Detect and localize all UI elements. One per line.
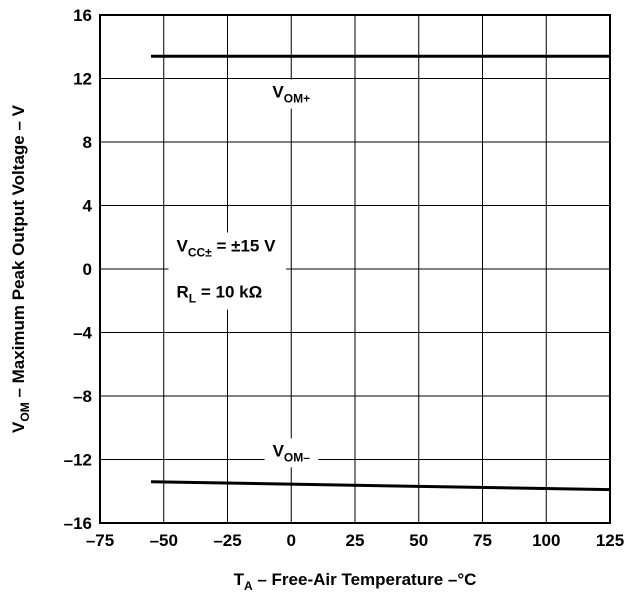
vcc-annotation: VCC± = ±15 V	[177, 237, 277, 260]
x-axis-label: TA – Free-Air Temperature –°C	[234, 570, 477, 593]
x-tick-label: 0	[287, 531, 296, 550]
series-label-vom-plus-main: V	[272, 83, 284, 102]
x-tick-label: –50	[150, 531, 178, 550]
x-tick-label: 100	[532, 531, 560, 550]
series-label-vom-minus-sub: OM–	[284, 450, 310, 464]
y-axis-label-sub: OM	[18, 402, 32, 421]
series-lines	[150, 54, 611, 492]
y-tick-label: –12	[64, 451, 92, 470]
rl-rest: = 10 kΩ	[196, 283, 262, 302]
y-axis-label-main: V	[9, 421, 28, 433]
y-tick-label: 12	[73, 70, 92, 89]
x-tick-label: 25	[346, 531, 365, 550]
x-axis-label-sub: A	[244, 579, 253, 593]
y-tick-label: 8	[83, 133, 92, 152]
vcc-sub: CC±	[188, 246, 212, 260]
vcc-main: V	[177, 237, 189, 256]
y-tick-label: –8	[73, 387, 92, 406]
y-tick-label: –16	[64, 514, 92, 533]
y-tick-label: 16	[73, 6, 92, 25]
y-axis-label: VOM – Maximum Peak Output Voltage – V	[9, 104, 32, 433]
x-tick-label: 125	[596, 531, 624, 550]
y-axis-label-rest: – Maximum Peak Output Voltage – V	[9, 104, 28, 402]
x-axis-label-main: T	[234, 570, 245, 589]
y-tick-label: 0	[83, 260, 92, 279]
x-tick-label: 50	[409, 531, 428, 550]
series-label-vom-plus: VOM+	[264, 79, 319, 109]
vcc-rest: = ±15 V	[212, 237, 276, 256]
x-tick-label: –75	[86, 531, 114, 550]
series-label-vom-minus-main: V	[273, 441, 285, 460]
rl-sub: L	[189, 292, 196, 306]
x-tick-labels: –75 –50 –25 0 25 50 75 100 125	[86, 531, 624, 550]
plot-frame	[99, 14, 611, 524]
svg-text:VOM–: VOM–	[273, 441, 311, 464]
y-tick-label: 4	[83, 197, 93, 216]
series-label-vom-plus-sub: OM+	[284, 92, 310, 106]
x-tick-label: –25	[213, 531, 241, 550]
y-tick-label: –4	[73, 324, 92, 343]
y-tick-labels: –16 –12 –8 –4 0 4 8 12 16	[64, 6, 93, 533]
rl-main: R	[177, 283, 189, 302]
series-label-vom-minus: VOM–	[264, 438, 319, 468]
x-tick-label: 75	[473, 531, 492, 550]
series-line-vom-minus	[150, 480, 611, 492]
conditions-annotation: VCC± = ±15 V RL = 10 kΩ	[168, 232, 287, 310]
svg-text:VOM+: VOM+	[272, 83, 310, 106]
rl-annotation: RL = 10 kΩ	[177, 283, 263, 306]
x-axis-label-rest: – Free-Air Temperature –°C	[253, 570, 477, 589]
